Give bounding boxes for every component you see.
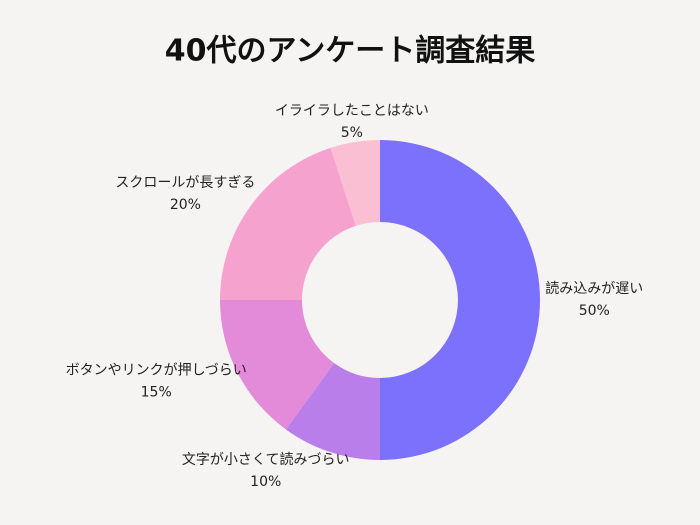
- donut-slice: [220, 300, 335, 430]
- value-label: 5%: [341, 125, 363, 141]
- donut-slice: [220, 147, 356, 300]
- value-label: 50%: [579, 303, 610, 319]
- slice-label: イライラしたことはない: [275, 103, 429, 119]
- slice-label: 読み込みが遅い: [545, 280, 643, 297]
- donut-slice: [380, 140, 540, 460]
- value-label: 10%: [250, 474, 281, 490]
- value-label: 20%: [170, 197, 201, 213]
- donut-slice: [330, 140, 380, 226]
- slice-label: スクロールが長すぎる: [115, 175, 255, 191]
- value-label: 15%: [141, 385, 172, 401]
- slice-label: ボタンやリンクが押しづらい: [66, 363, 247, 379]
- donut-slice: [285, 363, 380, 461]
- chart-title: 40代のアンケート調査結果: [165, 34, 536, 69]
- slice-label: 文字が小さくて読みづらい: [182, 451, 350, 468]
